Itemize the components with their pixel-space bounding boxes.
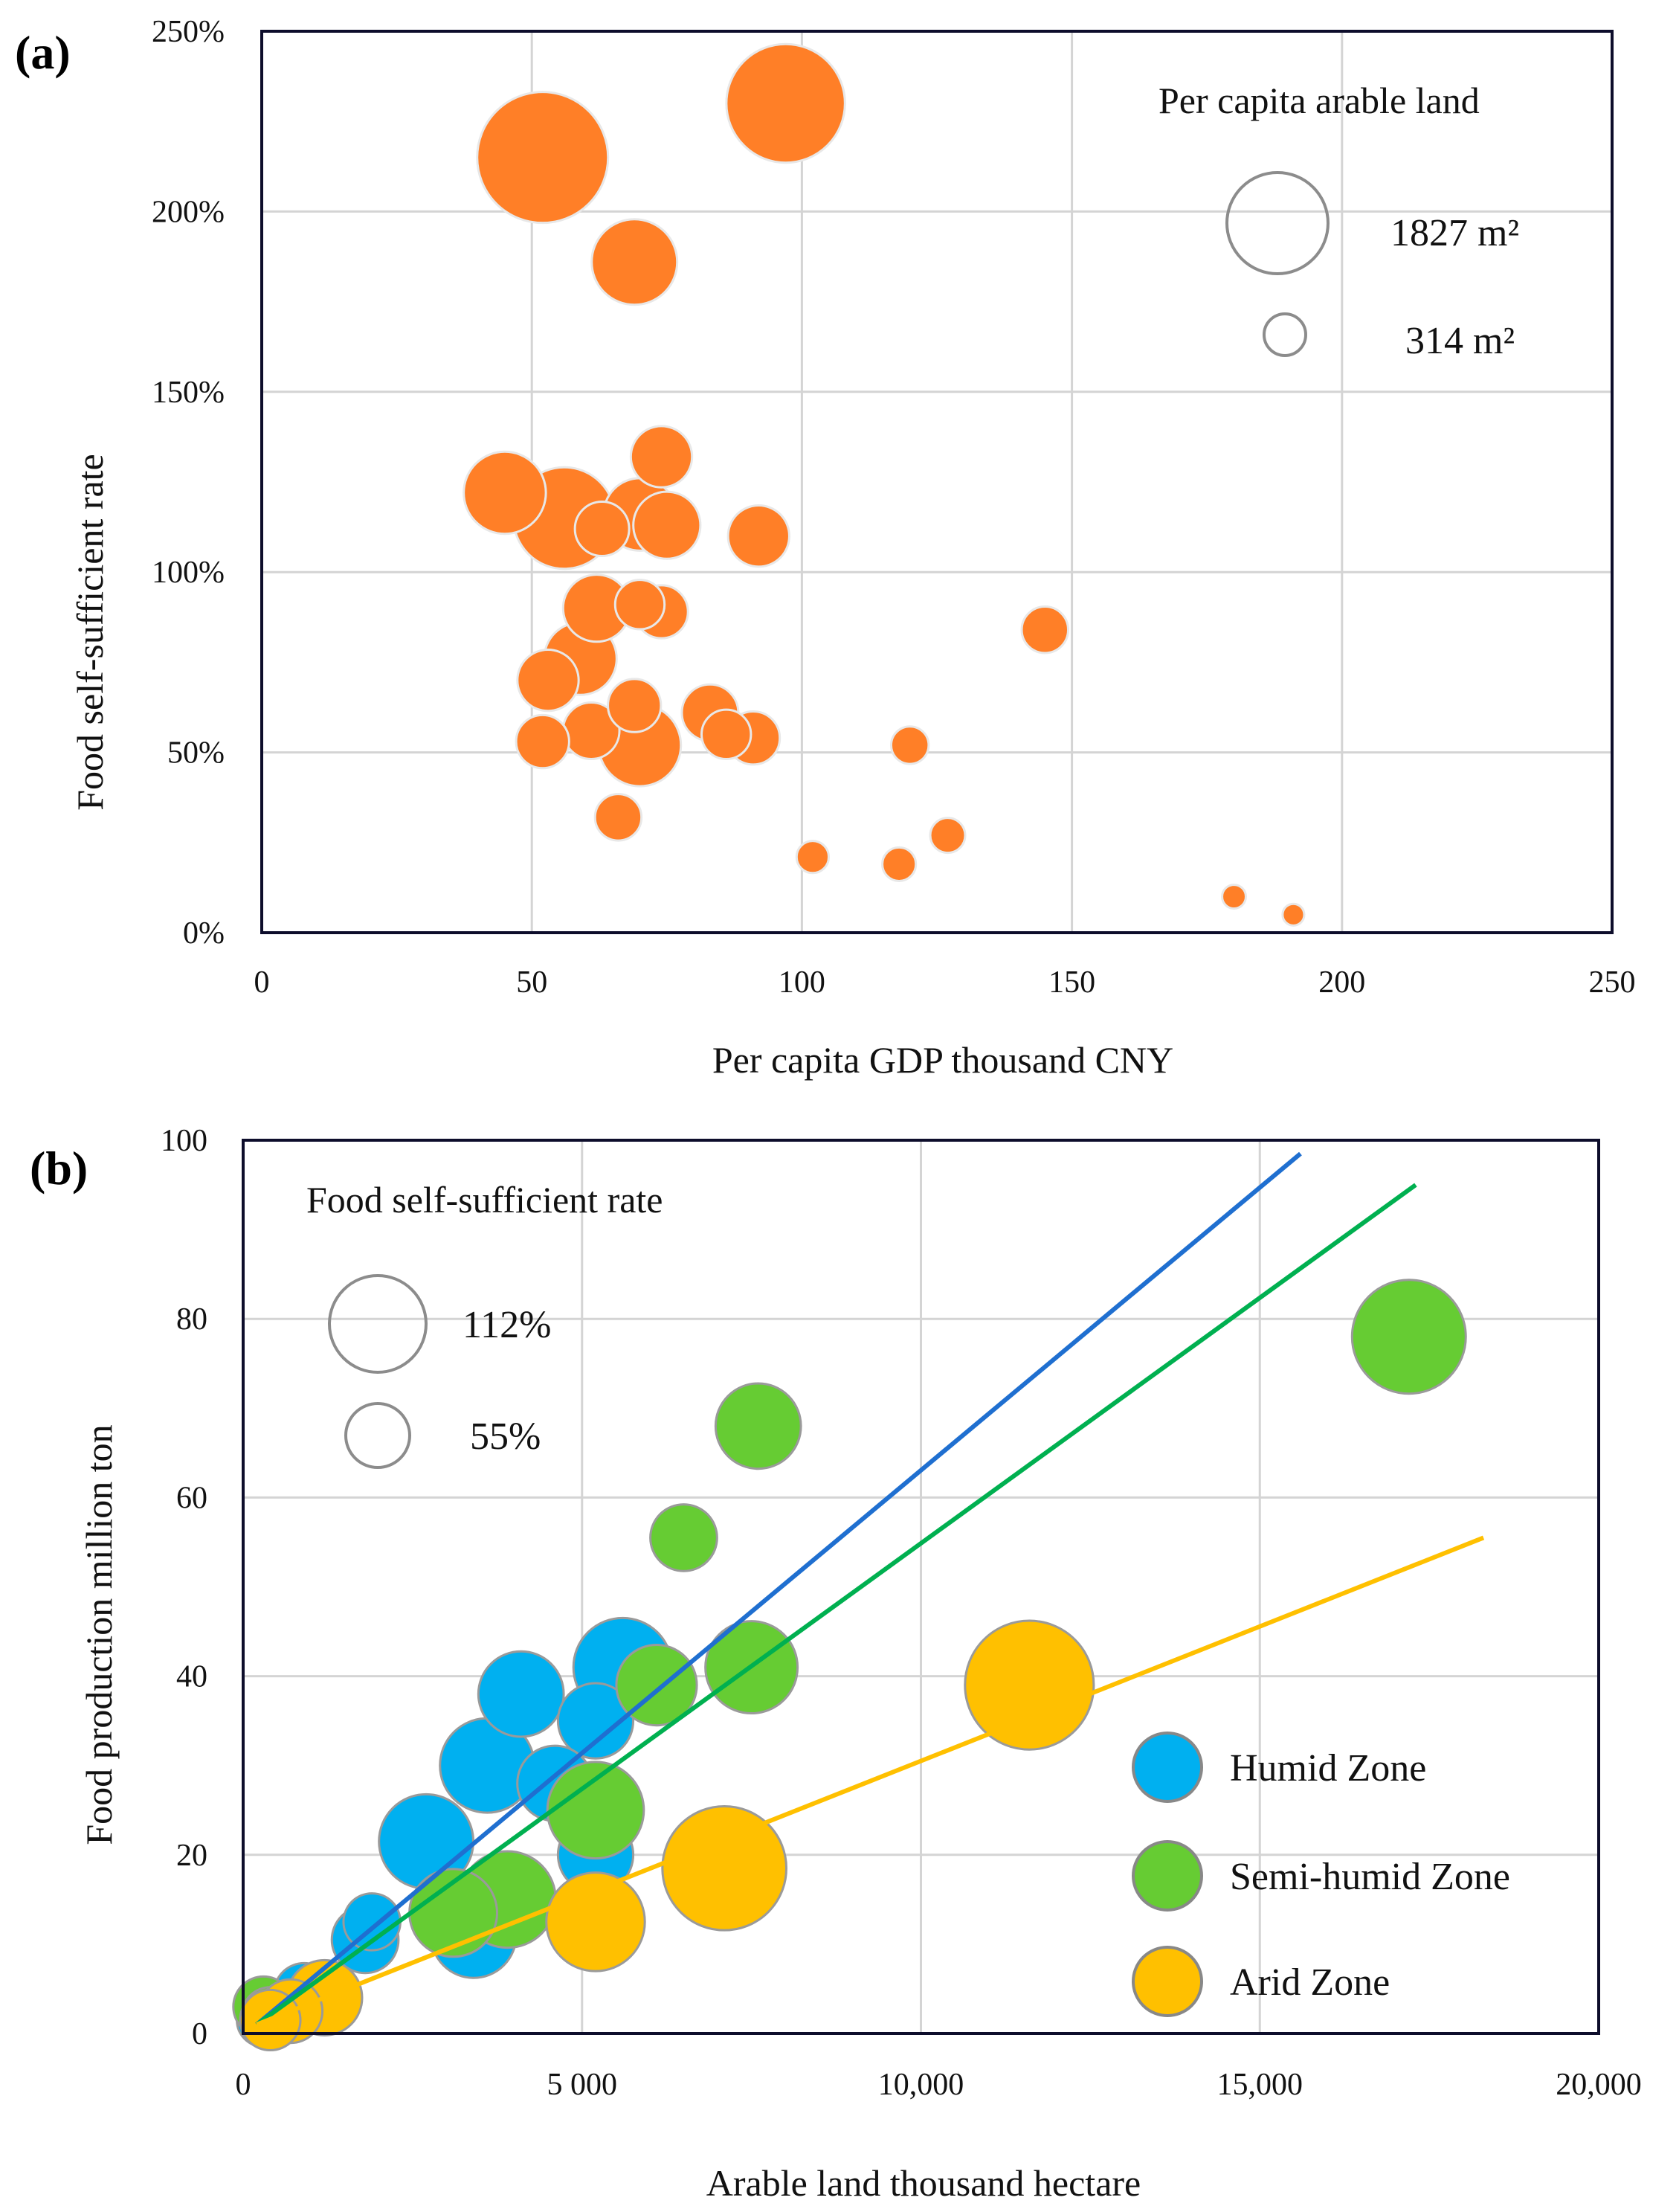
y-tick-label: 80 xyxy=(176,1302,207,1337)
panel-b-trendlines xyxy=(255,1151,1485,2027)
legend-marker-humid xyxy=(1132,1732,1203,1803)
bubble xyxy=(725,42,846,164)
bubble xyxy=(632,490,702,560)
legend-label-arid: Arid Zone xyxy=(1230,1961,1390,2004)
panel-a: (a) 0 50 100 150 200 250 0% 50% 100% 150% 200% 250… xyxy=(15,15,1636,1081)
bubble xyxy=(546,1761,645,1860)
bubble xyxy=(516,648,580,713)
bubble xyxy=(1281,902,1306,927)
legend-label-humid: Humid Zone xyxy=(1230,1747,1426,1790)
size-legend-small-label: 314 m² xyxy=(1405,320,1515,362)
panel-a-y-ticks: 0% 50% 100% 150% 200% 250% xyxy=(152,15,225,951)
trendline xyxy=(255,1183,1417,2027)
x-tick-label: 100 xyxy=(779,965,825,1000)
bubble xyxy=(476,91,610,225)
bubble xyxy=(613,579,666,631)
bubble xyxy=(714,1382,802,1470)
x-tick-label: 15,000 xyxy=(1217,2068,1303,2102)
y-tick-label: 100% xyxy=(152,556,225,590)
panel-b-y-axis-title: Food production million ton xyxy=(78,1424,120,1845)
legend-marker-semi-humid xyxy=(1132,1840,1203,1912)
panel-a-x-axis-title: Per capita GDP thousand CNY xyxy=(712,1039,1173,1081)
panel-b-bubbles xyxy=(232,1279,1467,2052)
size-legend-small-circle xyxy=(1263,312,1307,357)
panel-a-size-legend: Per capita arable land 1827 m² 314 m² xyxy=(1158,80,1519,362)
size-legend-large-circle xyxy=(328,1274,428,1374)
y-tick-label: 40 xyxy=(176,1660,207,1694)
panel-b-series-legend: Humid Zone Semi-humid Zone Arid Zone xyxy=(1132,1732,1510,2017)
x-tick-label: 5 000 xyxy=(547,2068,618,2102)
size-legend-title: Food self-sufficient rate xyxy=(306,1179,663,1221)
bubble xyxy=(649,1503,718,1572)
size-legend-small-circle xyxy=(344,1402,411,1469)
y-tick-label: 100 xyxy=(161,1124,207,1158)
bubble xyxy=(607,678,663,733)
y-tick-label: 50% xyxy=(167,736,225,771)
panel-b-x-ticks: 0 5 000 10,000 15,000 20,000 xyxy=(236,2068,1642,2102)
panel-a-label: (a) xyxy=(15,26,71,79)
panel-b-y-ticks: 0 20 40 60 80 100 xyxy=(161,1124,207,2051)
trendline xyxy=(255,1151,1302,2027)
size-legend-large-label: 112% xyxy=(463,1304,551,1346)
x-tick-label: 0 xyxy=(236,2068,251,2102)
x-tick-label: 10,000 xyxy=(878,2068,964,2102)
bubble xyxy=(881,846,918,882)
series-semi-humid-zone xyxy=(232,1279,1467,2045)
bubble xyxy=(1221,884,1247,910)
panel-a-y-axis-title: Food self-sufficient rate xyxy=(69,454,111,811)
bubble xyxy=(964,1619,1095,1751)
bubble xyxy=(929,817,967,855)
bubble xyxy=(477,1650,565,1738)
bubble xyxy=(590,218,679,306)
bubble xyxy=(573,501,631,558)
x-tick-label: 20,000 xyxy=(1556,2068,1642,2102)
panel-b-x-axis-title: Arable land thousand hectare xyxy=(706,2162,1141,2204)
y-tick-label: 150% xyxy=(152,376,225,410)
bubble xyxy=(593,793,643,842)
panel-a-x-ticks: 0 50 100 150 200 250 xyxy=(254,965,1636,1000)
panel-a-plot-frame xyxy=(260,30,1614,934)
bubble xyxy=(556,1682,635,1760)
bubble xyxy=(795,840,831,875)
x-tick-label: 150 xyxy=(1048,965,1095,1000)
panel-b-plot-frame xyxy=(242,1139,1600,2035)
size-legend-large-label: 1827 m² xyxy=(1390,212,1519,254)
y-tick-label: 0% xyxy=(183,916,225,951)
bubble xyxy=(1020,605,1070,655)
bubble xyxy=(726,504,790,568)
x-tick-label: 50 xyxy=(516,965,547,1000)
y-tick-label: 200% xyxy=(152,195,225,229)
panel-b: (b) 0 5 000 10,000 15,000 20,000 0 20 40 60 80 10… xyxy=(30,1124,1642,2204)
x-tick-label: 0 xyxy=(254,965,270,1000)
y-tick-label: 0 xyxy=(192,2017,207,2051)
y-tick-label: 250% xyxy=(152,15,225,49)
y-tick-label: 60 xyxy=(176,1481,207,1515)
bubble xyxy=(515,713,570,770)
bubble xyxy=(463,450,547,536)
legend-marker-arid xyxy=(1132,1946,1203,2017)
panel-b-size-legend: Food self-sufficient rate 112% 55% xyxy=(306,1179,663,1469)
bubble xyxy=(889,725,930,765)
size-legend-small-label: 55% xyxy=(470,1415,541,1458)
bubble xyxy=(1350,1279,1467,1395)
panel-a-bubbles xyxy=(463,42,1306,927)
size-legend-title: Per capita arable land xyxy=(1158,80,1480,121)
bubble xyxy=(545,1871,646,1973)
bubble xyxy=(700,708,753,761)
bubble xyxy=(661,1804,788,1932)
x-tick-label: 200 xyxy=(1318,965,1365,1000)
bubble xyxy=(629,425,694,489)
y-tick-label: 20 xyxy=(176,1839,207,1873)
trendline xyxy=(256,1535,1485,2027)
legend-label-semi-humid: Semi-humid Zone xyxy=(1230,1856,1510,1898)
panel-b-label: (b) xyxy=(30,1142,88,1195)
x-tick-label: 250 xyxy=(1589,965,1636,1000)
size-legend-large-circle xyxy=(1225,171,1330,275)
